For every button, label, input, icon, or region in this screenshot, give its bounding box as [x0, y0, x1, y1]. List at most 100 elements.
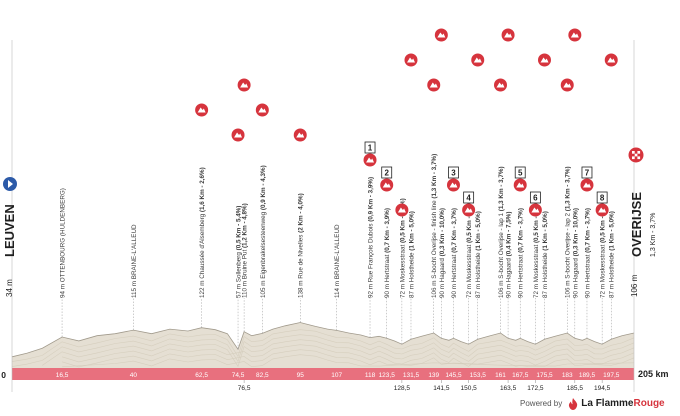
waypoint-label: 94 m OTTENBOURG (HULDENBERG): [60, 188, 67, 298]
waypoint-label: 87 m Holstheide (1 Km - 5,0%): [609, 211, 616, 298]
mountain-icon: [607, 57, 616, 63]
waypoint-climb: (0,9 Km - 3,9%): [368, 177, 375, 222]
profile-texture-line: [11, 329, 635, 362]
profile-texture-line: [11, 334, 635, 367]
waypoint-altitude: 106 m: [498, 279, 505, 298]
brand-suffix: Rouge: [633, 397, 665, 409]
sector-badge-number: 4: [466, 194, 471, 203]
sector-badge: [463, 191, 475, 204]
mountain-icon: [531, 207, 540, 213]
km-tick-label: 123,5: [379, 372, 396, 379]
waypoint-label: 72 m Moskesstraat (0,5 Km - 7,0%): [399, 198, 406, 298]
mountain-icon: [473, 57, 482, 63]
km-tick-label: 153,5: [470, 372, 487, 379]
flame-logo-icon: [568, 397, 578, 410]
waypoint-altitude: 106 m: [565, 279, 572, 298]
finish-climb: 1,3 Km - 3,7%: [650, 213, 657, 257]
waypoint-name: Holstheide: [409, 251, 416, 283]
mountain-icon: [406, 57, 415, 63]
waypoint-label: 72 m Moskesstraat (0,5 Km - 7,0%): [466, 198, 473, 298]
waypoint-name: Holstheide: [609, 251, 616, 283]
finish-name: OVERIJSE: [629, 192, 644, 257]
km-tick-label: 194,5: [594, 385, 611, 392]
brand-prefix: La Flamme: [581, 397, 634, 409]
mountain-icon: [504, 32, 513, 38]
waypoint-label: 105 m Eigenbrakelsesteenweg (0,9 Km - 4,…: [260, 165, 267, 298]
waypoint-altitude: 90 m: [572, 282, 579, 298]
mountain-icon: [296, 132, 305, 138]
km-tick-label: 161: [495, 372, 506, 379]
waypoint-altitude: 72 m: [399, 282, 406, 298]
waypoint-name: Holstheide: [542, 251, 549, 283]
profile-area: [12, 322, 634, 368]
km-tick-label: 139: [428, 372, 439, 379]
waypoint-altitude: 72 m: [466, 282, 473, 298]
waypoint-name: Rue de Nivelles: [298, 233, 305, 279]
mountain-icon: [570, 32, 579, 38]
waypoint-altitude: 72 m: [600, 282, 607, 298]
km-tick-label: 175,5: [536, 372, 553, 379]
profile-outline: [11, 322, 635, 358]
mountain-icon: [464, 207, 473, 213]
km-tick-label: 118: [365, 372, 376, 379]
mountain-icon: [429, 82, 438, 88]
waypoint-climb: (1,3 Km - 3,7%): [565, 166, 572, 211]
waypoint-climb: (1,6 Km - 2,6%): [199, 167, 206, 212]
powered-by-label: Powered by: [520, 398, 563, 408]
waypoint-label: 106 m S-bocht Overijse - lap 2 (1,3 Km -…: [565, 166, 572, 298]
waypoint-altitude: 90 m: [506, 282, 513, 298]
waypoint-label: 90 m Hertstraat (0,7 Km - 3,7%): [585, 208, 592, 298]
km-tick-label: 40: [130, 372, 138, 379]
waypoint-altitude: 87 m: [409, 282, 416, 298]
km-axis-bar: [12, 368, 634, 380]
km-total-label: 205 km: [638, 369, 669, 379]
waypoint-name: Eigenbrakelsesteenweg: [260, 210, 267, 279]
waypoint-altitude: 106 m: [431, 279, 438, 298]
sector-badge-number: 6: [533, 194, 538, 203]
start-altitude: 34 m: [5, 279, 14, 297]
mountain-icon: [496, 82, 505, 88]
waypoint-label: 87 m Holstheide (1 Km - 5,0%): [542, 211, 549, 298]
waypoint-name: Hertstraat: [451, 253, 458, 282]
finish-flag-check: [634, 153, 638, 157]
waypoint-climb: (1 Km - 5,0%): [475, 211, 482, 251]
sector-badge-number: 2: [384, 169, 389, 178]
waypoint-climb: (0,5 Km - 7,0%): [533, 198, 540, 243]
waypoint-altitude: 72 m: [533, 282, 540, 298]
km-tick-label: 76,5: [238, 385, 251, 392]
km-tick-label: 197,5: [603, 372, 620, 379]
waypoint-altitude: 90 m: [439, 282, 446, 298]
waypoint-label: 90 m Hertstraat (0,7 Km - 3,9%): [384, 208, 391, 298]
mountain-icon: [366, 157, 375, 163]
waypoint-name: Chaussée d'Alsemberg: [199, 212, 206, 279]
waypoint-name: Bruine Put: [242, 248, 249, 279]
waypoint-name: S-bocht Overijse - lap 1: [498, 211, 505, 279]
mountain-icon: [582, 182, 591, 188]
waypoint-climb: (0,7 Km - 3,9%): [384, 208, 391, 253]
waypoint-climb: (1,3 Km - 3,7%): [431, 154, 438, 199]
waypoint-name: S-bocht Overijse - finish line: [431, 199, 438, 279]
waypoint-label: 110 m Bruine Put (1,2 Km - 4,8%): [242, 203, 249, 298]
sector-badge: [581, 166, 593, 179]
waypoint-altitude: 138 m: [298, 279, 305, 298]
sector-badge: [364, 141, 376, 154]
waypoint-altitude: 110 m: [242, 279, 249, 298]
waypoint-name: Moskesstraat: [533, 243, 540, 282]
mountain-icon: [598, 207, 607, 213]
km-tick-label: 62,5: [195, 372, 208, 379]
waypoint-label: 114 m BRAINE-L'ALLEUD: [334, 224, 341, 298]
finish-flag-check: [637, 151, 641, 154]
waypoint-name: Moskesstraat: [399, 243, 406, 282]
km-tick-label: 107: [331, 372, 342, 379]
waypoint-climb: (0,9 Km - 4,3%): [260, 165, 267, 210]
sector-badge-number: 7: [585, 169, 590, 178]
waypoint-climb: (0,3 Km - 10,0%): [572, 208, 579, 256]
waypoint-climb: (0,5 Km - 7,0%): [399, 198, 406, 243]
waypoint-label: 72 m Moskesstraat (0,5 Km - 7,0%): [533, 198, 540, 298]
waypoint-label: 72 m Moskesstraat (0,5 Km - 7,0%): [600, 198, 607, 298]
mountain-icon: [437, 32, 446, 38]
profile-texture-line: [42, 339, 635, 368]
mountain-icon: [449, 182, 458, 188]
